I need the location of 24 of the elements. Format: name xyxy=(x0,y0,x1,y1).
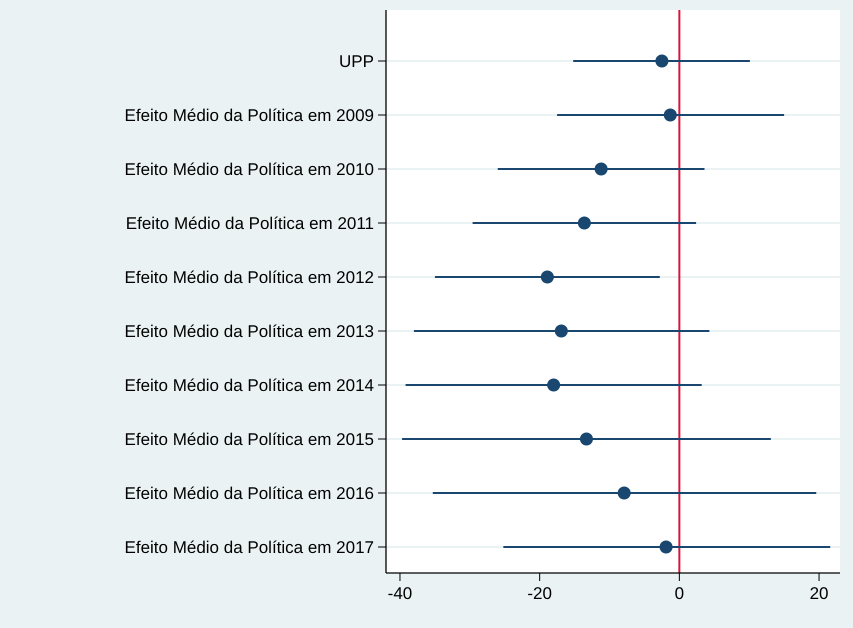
y-tick-label: Efeito Médio da Política em 2010 xyxy=(124,160,374,179)
point xyxy=(580,432,593,446)
x-tick-label: 0 xyxy=(674,584,684,603)
point xyxy=(554,324,568,338)
point xyxy=(664,108,677,122)
point xyxy=(660,540,673,554)
x-tick-label: -20 xyxy=(527,584,552,603)
y-tick-label: Efeito Médio da Política em 2012 xyxy=(124,268,374,287)
y-tick-label: Efeito Médio da Política em 2017 xyxy=(124,538,374,557)
point xyxy=(618,486,631,500)
y-tick-label: Efeito Médio da Política em 2011 xyxy=(126,214,374,233)
x-tick-label: -40 xyxy=(388,584,412,603)
y-tick-label: Efeito Médio da Política em 2015 xyxy=(124,430,374,449)
point xyxy=(540,270,554,284)
y-tick-label: Efeito Médio da Política em 2014 xyxy=(124,376,374,395)
y-tick-label: Efeito Médio da Política em 2013 xyxy=(124,322,374,341)
x-tick-label: 20 xyxy=(810,584,829,603)
point xyxy=(578,216,591,230)
y-tick-label: UPP xyxy=(339,52,374,71)
point xyxy=(655,54,668,68)
point xyxy=(594,162,608,176)
point xyxy=(547,378,560,392)
y-tick-label: Efeito Médio da Política em 2009 xyxy=(124,106,374,125)
y-tick-label: Efeito Médio da Política em 2016 xyxy=(124,484,374,503)
